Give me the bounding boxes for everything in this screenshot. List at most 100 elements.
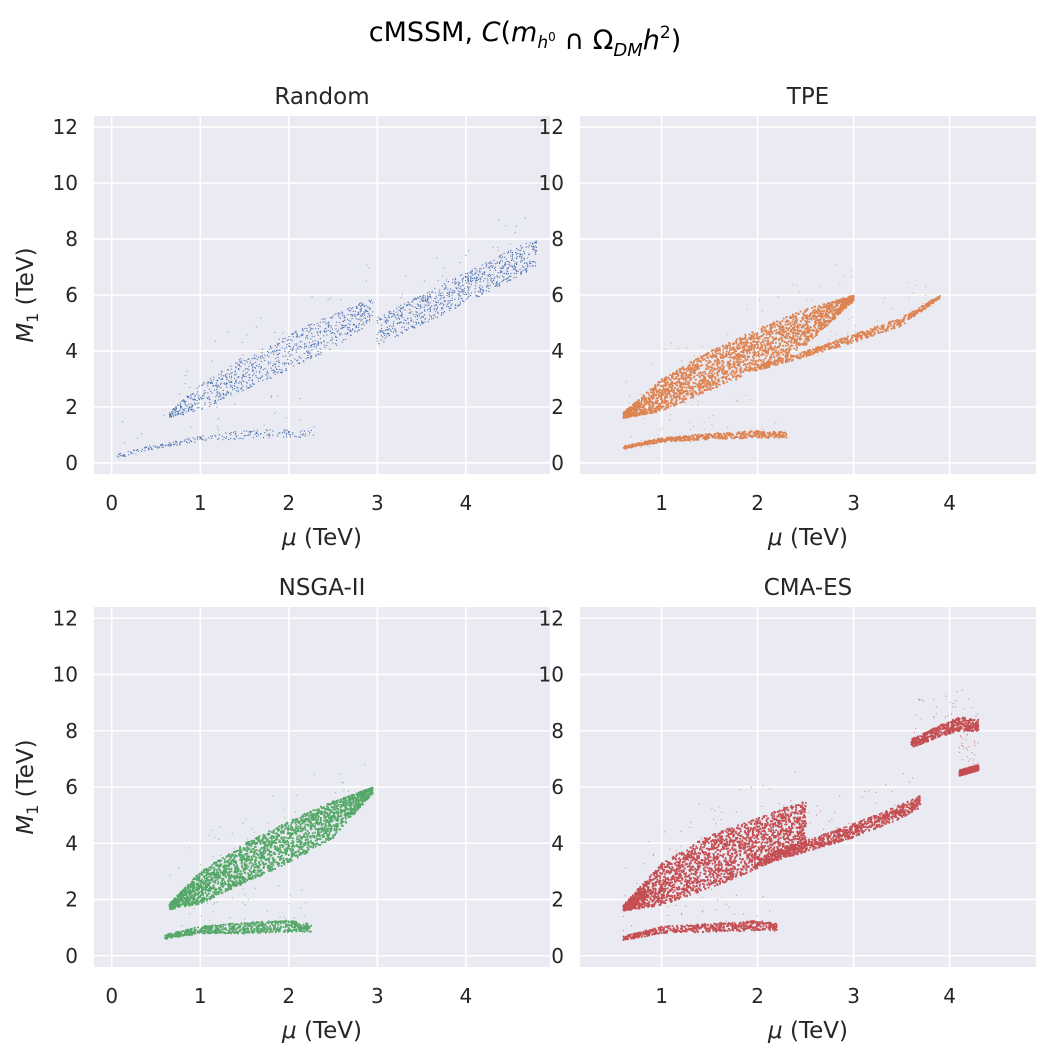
scatter-point xyxy=(684,376,687,379)
scatter-point xyxy=(188,407,190,409)
scatter-point xyxy=(623,416,625,419)
scatter-point xyxy=(667,381,669,383)
scatter-point xyxy=(194,399,196,401)
scatter-point xyxy=(248,358,250,360)
scatter-point xyxy=(499,262,501,264)
scatter-point xyxy=(310,328,312,330)
scatter-point xyxy=(458,299,460,301)
scatter-point xyxy=(304,347,306,349)
scatter-point xyxy=(890,320,893,323)
scatter-point xyxy=(233,385,235,387)
scatter-point xyxy=(752,339,755,342)
scatter-point xyxy=(325,323,327,325)
scatter-point xyxy=(466,276,468,278)
scatter-point xyxy=(360,316,362,318)
scatter-point xyxy=(652,405,655,407)
scatter-point xyxy=(457,304,459,306)
scatter-point xyxy=(642,394,645,397)
scatter-point xyxy=(797,343,800,345)
scatter-point xyxy=(319,348,321,350)
scatter-point xyxy=(188,403,190,405)
scatter-point xyxy=(780,334,783,337)
scatter-point xyxy=(429,311,431,313)
scatter-point xyxy=(690,396,692,399)
scatter-point xyxy=(462,279,464,281)
scatter-point xyxy=(465,280,467,282)
scatter-point xyxy=(206,383,208,385)
scatter-point xyxy=(275,363,277,365)
scatter-point xyxy=(479,291,481,293)
scatter-point xyxy=(798,332,801,335)
scatter-point xyxy=(520,257,522,259)
scatter-point xyxy=(186,370,188,372)
scatter-point xyxy=(700,386,703,389)
scatter-point xyxy=(787,329,790,332)
scatter-point xyxy=(308,342,310,344)
scatter-point xyxy=(503,273,505,275)
scatter-point xyxy=(684,381,687,384)
scatter-point xyxy=(403,326,405,328)
scatter-point xyxy=(354,310,356,312)
scatter-point xyxy=(216,386,218,388)
scatter-point xyxy=(695,393,698,395)
scatter-point xyxy=(749,367,752,369)
scatter-point xyxy=(243,380,245,382)
scatter-point xyxy=(688,385,691,388)
scatter-point xyxy=(680,392,683,395)
scatter-point xyxy=(783,320,785,322)
scatter-point xyxy=(769,347,772,350)
scatter-point xyxy=(731,369,734,372)
scatter-point xyxy=(799,336,801,339)
scatter-point xyxy=(794,332,797,335)
scatter-point xyxy=(470,271,472,273)
scatter-point xyxy=(721,353,724,356)
scatter-point xyxy=(642,412,645,414)
scatter-point xyxy=(477,277,479,279)
scatter-point xyxy=(698,383,701,386)
scatter-point xyxy=(341,324,343,326)
scatter-point xyxy=(246,434,248,436)
scatter-point xyxy=(840,338,843,341)
scatter-point xyxy=(871,334,873,337)
scatter-point xyxy=(907,318,910,320)
scatter-point xyxy=(682,391,685,394)
scatter-point xyxy=(328,321,330,323)
scatter-point xyxy=(649,399,652,401)
scatter-point xyxy=(666,396,668,399)
scatter-point xyxy=(308,331,310,333)
scatter-point xyxy=(231,372,233,374)
scatter-point xyxy=(226,436,228,438)
scatter-point xyxy=(360,309,362,311)
scatter-point xyxy=(255,433,257,435)
scatter-point xyxy=(671,385,674,388)
scatter-point xyxy=(742,360,745,362)
scatter-point xyxy=(806,314,808,317)
scatter-point xyxy=(655,402,658,405)
scatter-point xyxy=(804,320,807,323)
scatter-point xyxy=(379,319,381,321)
scatter-point xyxy=(710,373,713,375)
scatter-point xyxy=(815,321,818,324)
scatter-point xyxy=(363,305,365,307)
scatter-point xyxy=(625,381,627,383)
scatter-point xyxy=(382,332,384,334)
scatter-point xyxy=(779,327,782,330)
scatter-point xyxy=(825,343,828,346)
scatter-point xyxy=(208,396,210,398)
scatter-point xyxy=(886,329,889,332)
scatter-point xyxy=(677,373,679,376)
scatter-point xyxy=(260,433,262,435)
scatter-point xyxy=(812,315,815,318)
scatter-point xyxy=(455,279,457,281)
scatter-point xyxy=(784,356,787,358)
scatter-point xyxy=(643,400,646,403)
scatter-point xyxy=(762,325,764,328)
scatter-point xyxy=(516,256,518,258)
scatter-point xyxy=(766,364,769,367)
scatter-point xyxy=(441,308,443,310)
scatter-point xyxy=(192,398,194,400)
scatter-point xyxy=(446,292,448,294)
scatter-point xyxy=(672,402,675,405)
scatter-point xyxy=(388,312,390,314)
scatter-point xyxy=(726,346,729,349)
